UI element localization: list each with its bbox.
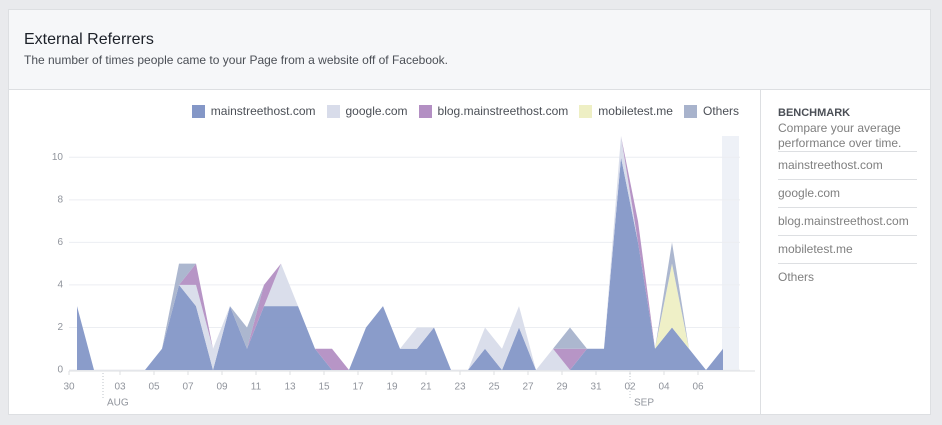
benchmark-item[interactable]: Others [778,263,917,291]
card: External Referrers The number of times p… [8,9,931,415]
benchmark-item[interactable]: mainstreethost.com [778,151,917,179]
x-tick-label: 23 [454,382,466,393]
y-tick-label: 2 [57,322,63,333]
legend-item[interactable]: mobiletest.me [579,104,673,118]
x-tick-label: 29 [556,382,568,393]
legend-swatch [326,104,340,118]
legend-item[interactable]: google.com [326,104,408,118]
x-tick-label: 13 [284,382,296,393]
y-tick-label: 6 [57,237,63,248]
y-tick-label: 0 [57,365,63,376]
area [77,157,723,370]
sidebar: BENCHMARK Compare your average performan… [760,90,932,415]
legend: mainstreethost.com google.com blog.mainstr… [181,104,739,118]
sidebar-heading: BENCHMARK [778,107,851,119]
x-tick-label: 05 [148,382,160,393]
x-tick-label: 06 [692,382,704,393]
y-tick-label: 10 [52,152,64,163]
month-label: AUG [107,398,129,409]
legend-label: mobiletest.me [598,104,673,118]
y-tick-label: 4 [57,280,63,291]
x-tick-label: 27 [522,382,534,393]
benchmark-item[interactable]: google.com [778,179,917,207]
x-tick-label: 15 [318,382,330,393]
legend-swatch [683,104,697,118]
legend-label: google.com [345,104,408,118]
legend-label: mainstreethost.com [210,104,316,118]
header: External Referrers The number of times p… [9,10,930,90]
y-tick-label: 8 [57,194,63,205]
title: External Referrers [24,31,154,48]
x-tick-label: 04 [658,382,670,393]
x-tick-label: 03 [114,382,126,393]
x-tick-label: 11 [251,382,262,393]
sidebar-description: Compare your average performance over ti… [778,121,902,150]
x-tick-label: 17 [352,382,364,393]
legend-label: Others [702,104,739,118]
x-tick-label: 21 [420,382,432,393]
subtitle: The number of times people came to your … [24,53,449,67]
legend-item[interactable]: Others [683,104,739,118]
legend-swatch [418,104,432,118]
x-tick-label: 02 [624,382,636,393]
benchmark-item[interactable]: mobiletest.me [778,235,917,263]
x-tick-label: 09 [216,382,228,393]
x-tick-label: 30 [63,382,75,393]
highlight-band [722,136,739,370]
x-tick-label: 19 [386,382,398,393]
legend-swatch [579,104,593,118]
month-label: SEP [634,398,654,409]
x-tick-label: 07 [182,382,194,393]
legend-item[interactable]: mainstreethost.com [191,104,316,118]
x-tick-label: 31 [590,382,602,393]
legend-label: blog.mainstreethost.com [437,104,569,118]
x-tick-label: 25 [488,382,500,393]
legend-swatch [191,104,205,118]
benchmark-item[interactable]: blog.mainstreethost.com [778,207,917,235]
legend-item[interactable]: blog.mainstreethost.com [418,104,569,118]
